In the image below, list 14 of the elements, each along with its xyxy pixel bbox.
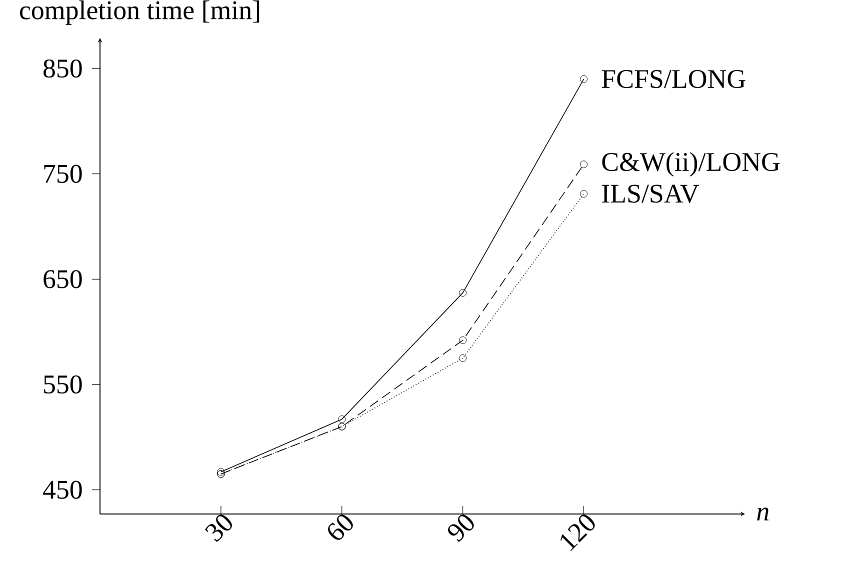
y-tick-label: 550 bbox=[44, 375, 82, 394]
x-axis-title: n bbox=[757, 508, 769, 520]
x-tick-label: 30 bbox=[205, 514, 232, 542]
series-label: C&W(ii)/LONG bbox=[602, 152, 780, 177]
series-label: ILS/SAV bbox=[602, 184, 700, 203]
y-tick-label: 750 bbox=[44, 164, 82, 183]
y-tick-label: 450 bbox=[43, 480, 82, 499]
x-tick-label: 90 bbox=[448, 514, 474, 542]
y-tick-label: 650 bbox=[44, 270, 82, 288]
series-label: FCFS/LONG bbox=[602, 70, 746, 88]
y-tick-label: 850 bbox=[44, 59, 82, 78]
y-axis-title: completion time [min] bbox=[20, 0, 260, 25]
x-tick-label: 60 bbox=[328, 514, 353, 540]
x-tick-label: 120 bbox=[560, 514, 595, 551]
